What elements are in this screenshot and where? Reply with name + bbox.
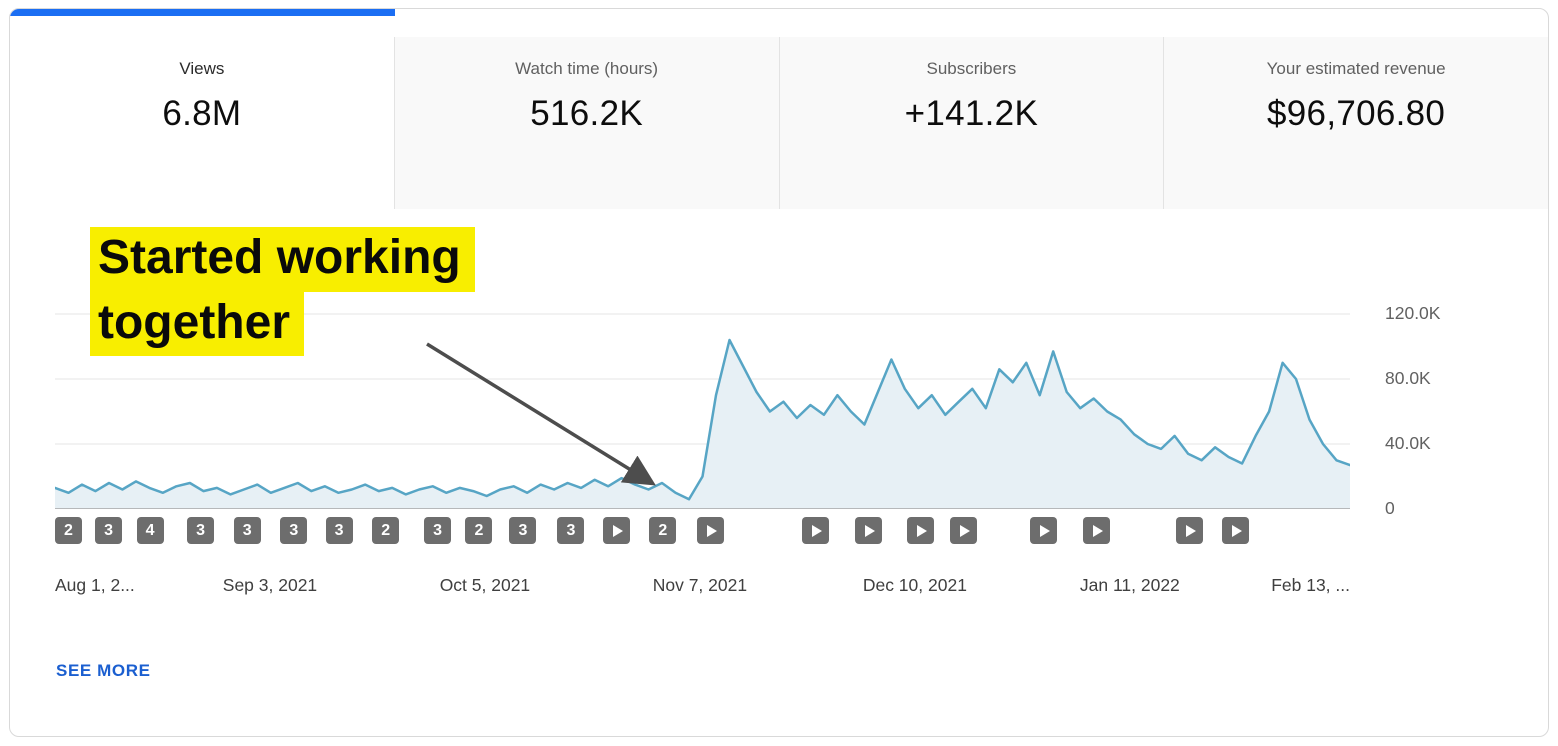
tab-watch-time-label: Watch time (hours): [515, 59, 659, 78]
tab-revenue-value: $96,706.80: [1267, 94, 1446, 133]
play-icon: [1186, 524, 1197, 537]
active-tab-indicator: [10, 9, 395, 16]
x-axis-label: Nov 7, 2021: [652, 575, 748, 595]
y-axis-label: 80.0K: [1385, 368, 1431, 388]
video-marker-count[interactable]: 3: [233, 517, 261, 544]
views-area-chart: [55, 313, 1350, 509]
tab-subscribers[interactable]: Subscribers +141.2K: [778, 37, 1164, 209]
video-marker-play[interactable]: [907, 517, 935, 544]
annotation-line-1: Started working: [90, 227, 475, 292]
annotation-line-2: together: [90, 291, 304, 357]
video-marker-play[interactable]: [602, 517, 630, 544]
tab-views[interactable]: Views 6.8M: [10, 37, 394, 209]
tab-revenue[interactable]: Your estimated revenue $96,706.80: [1163, 37, 1548, 209]
play-icon: [612, 524, 623, 537]
tab-subscribers-label: Subscribers: [926, 59, 1017, 78]
play-icon: [1093, 524, 1104, 537]
play-icon: [707, 524, 718, 537]
video-marker-count[interactable]: 3: [280, 517, 308, 544]
x-axis-label: Feb 13, ...: [1271, 575, 1350, 595]
play-icon: [865, 524, 876, 537]
y-axis-label: 0: [1385, 498, 1395, 518]
video-marker-count[interactable]: 4: [136, 517, 164, 544]
video-marker-play[interactable]: [697, 517, 725, 544]
video-marker-count[interactable]: 2: [649, 517, 677, 544]
play-icon: [917, 524, 928, 537]
video-marker-play[interactable]: [802, 517, 830, 544]
tab-watch-time-value: 516.2K: [530, 94, 643, 133]
analytics-card: Views 6.8M Watch time (hours) 516.2K Sub…: [9, 8, 1549, 737]
video-marker-count[interactable]: 3: [187, 517, 215, 544]
video-marker-play[interactable]: [1030, 517, 1058, 544]
video-marker-count[interactable]: 3: [95, 517, 123, 544]
card-footer: SEE MORE: [10, 619, 1548, 681]
y-axis-label: 40.0K: [1385, 433, 1431, 453]
x-axis-label: Dec 10, 2021: [862, 575, 967, 595]
tab-subscribers-value: +141.2K: [904, 94, 1039, 133]
video-marker-count[interactable]: 3: [325, 517, 353, 544]
play-icon: [1231, 524, 1242, 537]
x-axis-label: Jan 11, 2022: [1079, 575, 1180, 595]
play-icon: [1040, 524, 1051, 537]
play-icon: [959, 524, 970, 537]
x-axis-label: Oct 5, 2021: [439, 575, 531, 595]
annotation-highlight: Started working together: [90, 227, 475, 357]
chart-region: 120.0K 80.0K 40.0K 0 Started working togeth…: [10, 209, 1548, 619]
video-marker-count[interactable]: 2: [54, 517, 82, 544]
play-icon: [812, 524, 823, 537]
video-marker-play[interactable]: [949, 517, 977, 544]
video-marker-count[interactable]: 3: [509, 517, 537, 544]
tab-watch-time[interactable]: Watch time (hours) 516.2K: [393, 37, 779, 209]
x-axis-labels: Aug 1, 2... Sep 3, 2021 Oct 5, 2021 Nov 7, …: [55, 575, 1350, 599]
video-marker-play[interactable]: [1083, 517, 1111, 544]
video-marker-count[interactable]: 2: [465, 517, 493, 544]
y-axis-label: 120.0K: [1385, 303, 1441, 323]
video-marker-count[interactable]: 2: [372, 517, 400, 544]
metrics-tabs: Views 6.8M Watch time (hours) 516.2K Sub…: [10, 37, 1548, 209]
video-marker-count[interactable]: 3: [557, 517, 585, 544]
tab-revenue-label: Your estimated revenue: [1266, 59, 1446, 78]
see-more-link[interactable]: SEE MORE: [56, 661, 151, 680]
tab-views-label: Views: [179, 59, 225, 78]
tab-views-value: 6.8M: [162, 94, 242, 133]
x-axis-label: Sep 3, 2021: [222, 575, 318, 595]
annotation-arrow: [426, 342, 656, 486]
video-marker-count[interactable]: 3: [424, 517, 452, 544]
video-marker-play[interactable]: [855, 517, 883, 544]
video-marker-play[interactable]: [1221, 517, 1249, 544]
video-marker-play[interactable]: [1176, 517, 1204, 544]
x-axis-label: Aug 1, 2...: [55, 575, 135, 595]
